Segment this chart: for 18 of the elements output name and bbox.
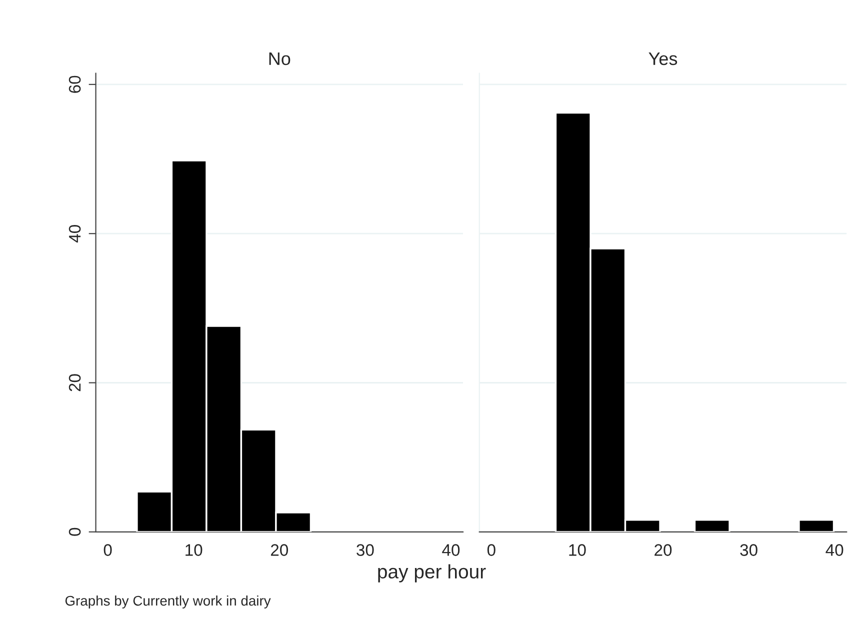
x-tick-label: 30 — [356, 544, 374, 556]
y-tick-label: 20 — [68, 374, 81, 392]
text: Graphs by Currently work in dairy — [65, 595, 271, 608]
chart-title: Yes — [648, 52, 678, 66]
x-tick-label: 0 — [104, 544, 112, 556]
x-tick-label: 10 — [569, 544, 586, 556]
x-tick-label: 20 — [270, 544, 288, 556]
y-tick-label: 60 — [68, 76, 81, 93]
x-tick-label: 20 — [654, 544, 672, 556]
chart-title: No — [269, 52, 290, 66]
x-tick-label: 40 — [442, 544, 460, 556]
x-tick-label: 40 — [826, 544, 844, 556]
x-tick-label: 10 — [186, 544, 202, 556]
x-tick-label: 30 — [740, 544, 758, 556]
x-axis-title: pay per hour — [378, 564, 486, 582]
y-tick-label: 0 — [68, 528, 81, 536]
x-tick-label: 0 — [487, 544, 496, 556]
y-tick-label: 40 — [68, 224, 81, 242]
